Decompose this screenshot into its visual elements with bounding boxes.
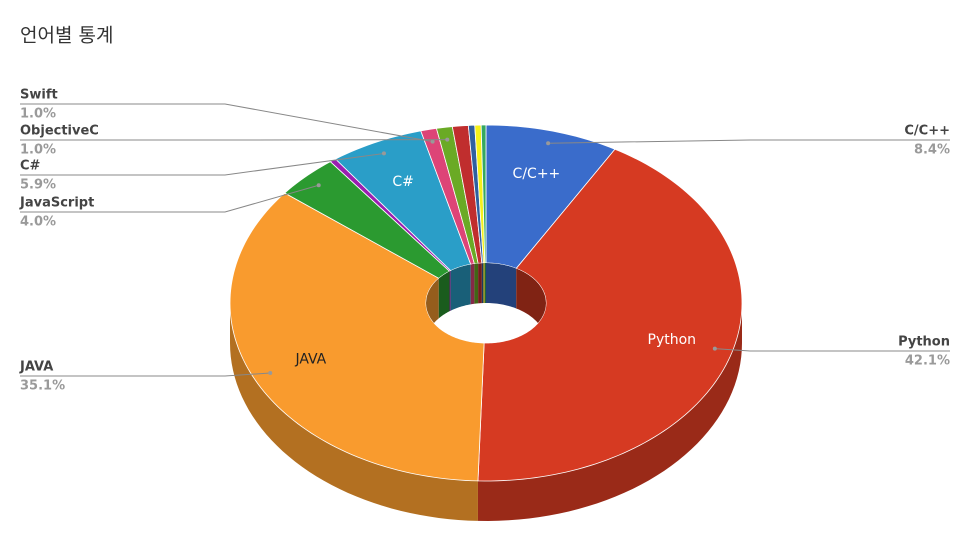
inner-wall [450,264,471,311]
label-name: Python [898,335,950,350]
label-value: 8.4% [914,143,950,158]
label-name: ObjectiveC [20,124,99,139]
label-value: 35.1% [20,379,65,394]
slice-label: C# [392,174,414,190]
inner-wall [484,263,486,304]
label-value: 5.9% [20,178,56,193]
inner-wall [481,263,484,304]
leader-line [20,184,319,213]
label-name: C# [20,159,41,174]
leader-line [20,152,385,176]
slice-side [230,303,478,521]
label-name: JavaScript [19,196,94,211]
inner-wall [516,268,546,343]
leader-dot [546,141,551,146]
leader-dot [381,151,386,156]
leader-line [20,103,433,143]
label-value: 1.0% [20,107,56,122]
inner-wall [483,263,485,304]
leader-line [714,348,950,352]
label-name: Swift [20,88,58,103]
inner-wall [478,263,482,304]
leader-line [20,372,271,377]
leader-dot [316,183,321,188]
inner-wall [486,263,517,309]
leader-dot [712,346,717,351]
inner-wall [474,263,479,304]
label-value: 42.1% [905,354,950,369]
slice-label: C/C++ [513,166,561,182]
leader-dot [430,139,435,144]
inner-wall [438,271,450,319]
label-value: 1.0% [20,143,56,158]
inner-wall [449,270,451,312]
inner-walls [426,263,546,343]
label-name: JAVA [19,360,53,375]
leader-line [548,139,950,144]
slice-label: JAVA [294,352,326,368]
chart-title: 언어별 통계 [20,25,113,47]
label-name: C/C++ [904,124,950,139]
slice-label: Python [648,332,697,348]
label-value: 4.0% [20,215,56,230]
inner-wall [470,263,475,305]
slice-side [477,303,742,521]
leader-dot [445,137,450,142]
leader-dot [268,371,273,376]
